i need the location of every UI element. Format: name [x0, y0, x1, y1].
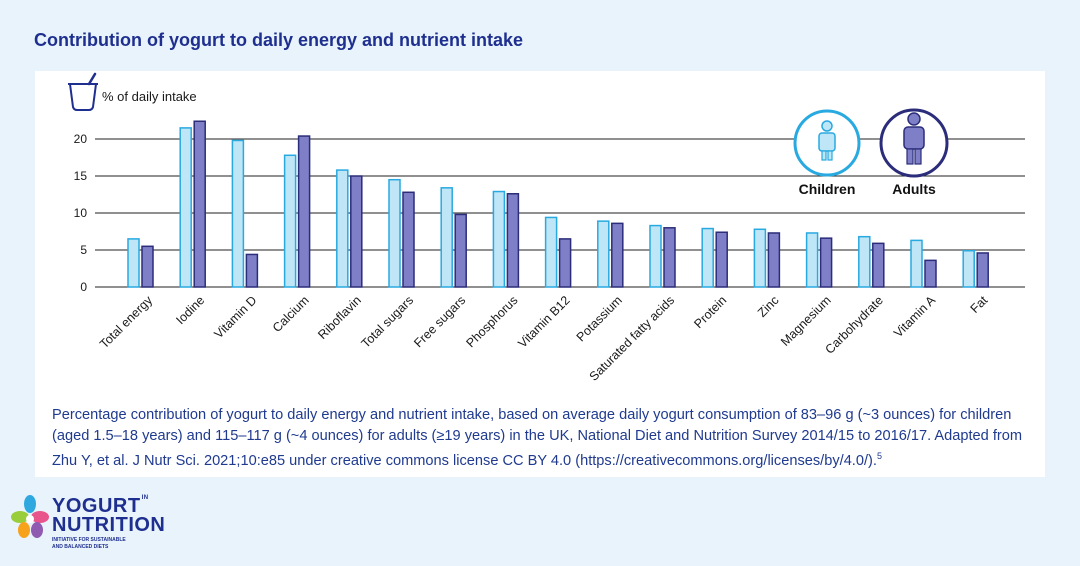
y-tick-label: 10: [74, 206, 88, 220]
bar-children-9: [597, 220, 610, 288]
logo-wordmark-top: YOGURTIN: [52, 495, 149, 518]
bar-children-7: [492, 190, 506, 288]
legend: Children Adults: [793, 108, 949, 197]
logo-wordmark-bottom: NUTRITION: [52, 514, 166, 536]
bars: [127, 120, 989, 288]
x-tick-label: Magnesium: [778, 293, 834, 349]
x-tick-label: Total sugars: [359, 293, 417, 351]
y-tick-label: 0: [80, 280, 87, 294]
y-tick-label: 20: [74, 132, 88, 146]
bar-adults-15: [924, 259, 937, 288]
x-tick-label: Total energy: [97, 293, 156, 352]
bar-adults-7: [506, 193, 520, 288]
x-tick-label: Vitamin B12: [515, 293, 572, 350]
bar-children-12: [753, 228, 767, 288]
bar-children-5: [388, 178, 401, 288]
bar-adults-3: [297, 135, 311, 288]
bar-adults-10: [663, 227, 676, 288]
bar-adults-1: [193, 120, 206, 288]
caption-text: Percentage contribution of yogurt to dai…: [52, 407, 1023, 469]
bar-children-13: [805, 232, 819, 288]
bar-children-1: [179, 127, 192, 288]
x-tick-label: Vitamin A: [891, 293, 939, 341]
x-tick-label: Protein: [691, 293, 729, 331]
chart-title: Contribution of yogurt to daily energy a…: [34, 30, 524, 50]
x-tick-label: Riboflavin: [315, 293, 364, 342]
bar-chart: % of daily intake 0 5 10 15 20 Total energy I…: [68, 72, 1025, 384]
bar-adults-6: [454, 213, 467, 288]
legend-children-label: Children: [799, 181, 856, 197]
x-tick-label: Fat: [968, 293, 991, 316]
legend-adults-label: Adults: [892, 181, 936, 197]
bar-children-8: [544, 216, 558, 288]
bar-children-14: [858, 235, 871, 288]
bar-adults-4: [350, 175, 363, 288]
bar-adults-8: [558, 238, 572, 288]
x-tick-label: Iodine: [173, 293, 207, 327]
bar-adults-11: [715, 231, 728, 288]
bar-adults-9: [611, 222, 624, 288]
figure-caption: Percentage contribution of yogurt to dai…: [52, 405, 1042, 471]
bar-children-16: [962, 249, 975, 288]
x-tick-label: Vitamin D: [211, 293, 259, 341]
bar-adults-12: [767, 232, 781, 288]
bar-adults-13: [819, 237, 833, 288]
bar-children-6: [440, 187, 453, 288]
x-axis-labels: Total energy Iodine Vitamin D Calcium Ribofl…: [97, 293, 991, 384]
bar-children-2: [231, 139, 245, 288]
bar-adults-0: [141, 245, 154, 288]
x-tick-label: Calcium: [270, 293, 312, 335]
adults-legend-icon: [879, 108, 949, 178]
bar-adults-14: [872, 242, 885, 288]
logo-in: IN: [141, 495, 149, 501]
x-tick-label: Zinc: [755, 293, 782, 320]
yogurt-cup-icon: [68, 72, 98, 111]
logo-tagline-2: AND BALANCED DIETS: [52, 544, 109, 550]
x-tick-label: Phosphorus: [463, 293, 520, 350]
y-axis-label: % of daily intake: [102, 89, 197, 104]
yogurt-in-nutrition-logo: YOGURTIN NUTRITION INITIATIVE FOR SUSTAI…: [8, 492, 165, 562]
bar-children-11: [701, 227, 714, 288]
bar-children-15: [910, 239, 923, 288]
flower-logo-icon: [11, 495, 49, 538]
bar-adults-5: [402, 191, 415, 288]
y-tick-label: 5: [80, 243, 87, 257]
bar-children-4: [336, 169, 349, 288]
logo-yogurt: YOGURT: [52, 495, 141, 517]
logo-tagline-1: INITIATIVE FOR SUSTAINABLE: [52, 537, 126, 543]
children-legend-icon: [793, 109, 861, 177]
chart-panel: % of daily intake 0 5 10 15 20 Total energy I…: [35, 71, 1045, 477]
y-tick-label: 15: [74, 169, 88, 183]
bar-adults-2: [245, 253, 259, 288]
bar-children-3: [283, 154, 297, 288]
bar-children-0: [127, 238, 140, 288]
x-tick-label: Free sugars: [411, 293, 468, 350]
bar-children-10: [649, 224, 662, 288]
x-tick-label: Potassium: [574, 293, 625, 344]
caption-reference: 5: [876, 451, 882, 461]
bar-adults-16: [976, 252, 989, 288]
